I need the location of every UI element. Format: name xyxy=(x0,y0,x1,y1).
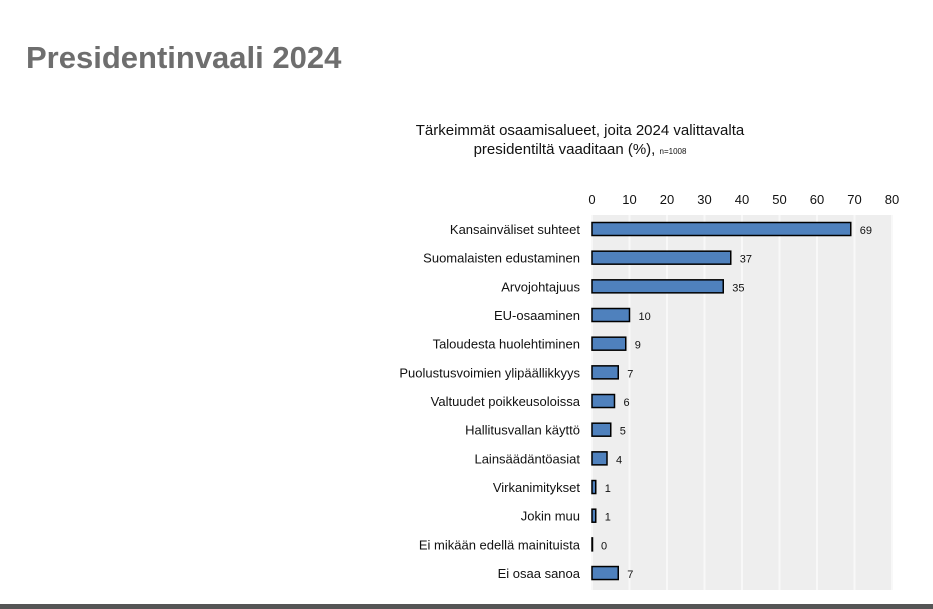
data-label: 0 xyxy=(601,540,607,552)
x-tick-label: 60 xyxy=(810,192,824,207)
bar xyxy=(591,479,597,495)
data-label: 10 xyxy=(639,311,651,323)
x-tick-label: 80 xyxy=(885,192,899,207)
category-label: Ei osaa sanoa xyxy=(498,566,581,581)
data-label: 1 xyxy=(605,512,611,524)
x-tick-label: 70 xyxy=(847,192,861,207)
category-label: Kansainväliset suhteet xyxy=(450,222,580,237)
data-label: 7 xyxy=(627,368,633,380)
category-label: Puolustusvoimien ylipäällikkyys xyxy=(399,365,580,380)
category-label: Ei mikään edellä mainituista xyxy=(419,537,581,552)
bar xyxy=(591,365,619,380)
x-tick-label: 20 xyxy=(660,192,674,207)
category-label: Lainsäädäntöasiat xyxy=(474,451,580,466)
category-label: Taloudesta huolehtiminen xyxy=(433,337,580,352)
data-label: 5 xyxy=(620,426,626,438)
x-tick-label: 10 xyxy=(622,192,636,207)
footer-divider xyxy=(0,604,933,609)
category-label: Suomalaisten edustaminen xyxy=(423,251,580,266)
category-label: Arvojohtajuus xyxy=(501,279,580,294)
data-label: 69 xyxy=(860,225,872,237)
category-label: Virkanimitykset xyxy=(493,480,581,495)
bar xyxy=(591,393,616,409)
data-label: 7 xyxy=(627,569,633,581)
category-label: Hallitusvallan käyttö xyxy=(465,423,580,438)
x-tick-label: 50 xyxy=(772,192,786,207)
bar xyxy=(591,451,608,466)
chart-title-line1: Tärkeimmät osaamisalueet, joita 2024 val… xyxy=(415,122,745,139)
bar xyxy=(591,565,619,581)
bar xyxy=(591,279,724,294)
category-label: Valtuudet poikkeusoloissa xyxy=(431,394,581,409)
bar xyxy=(591,537,594,552)
category-label: EU-osaaminen xyxy=(494,308,580,323)
bar xyxy=(591,307,631,323)
data-label: 6 xyxy=(624,397,630,409)
x-tick-label: 0 xyxy=(588,192,595,207)
data-label: 37 xyxy=(740,254,752,266)
bar xyxy=(591,422,612,437)
chart-title: Tärkeimmät osaamisalueet, joita 2024 val… xyxy=(380,121,780,161)
bar xyxy=(591,336,627,351)
data-label: 35 xyxy=(732,282,744,294)
bar xyxy=(591,508,597,523)
data-label: 1 xyxy=(605,483,611,495)
page-title: Presidentinvaali 2024 xyxy=(26,40,342,75)
x-tick-label: 40 xyxy=(735,192,749,207)
bar xyxy=(591,250,732,265)
chart-title-line2: presidentiltä vaaditaan (%), xyxy=(473,141,656,158)
data-label: 9 xyxy=(635,340,641,352)
sample-note: n=1008 xyxy=(659,147,687,156)
bar xyxy=(591,221,852,237)
category-label: Jokin muu xyxy=(521,509,580,524)
data-label: 4 xyxy=(616,454,622,466)
x-tick-label: 30 xyxy=(697,192,711,207)
